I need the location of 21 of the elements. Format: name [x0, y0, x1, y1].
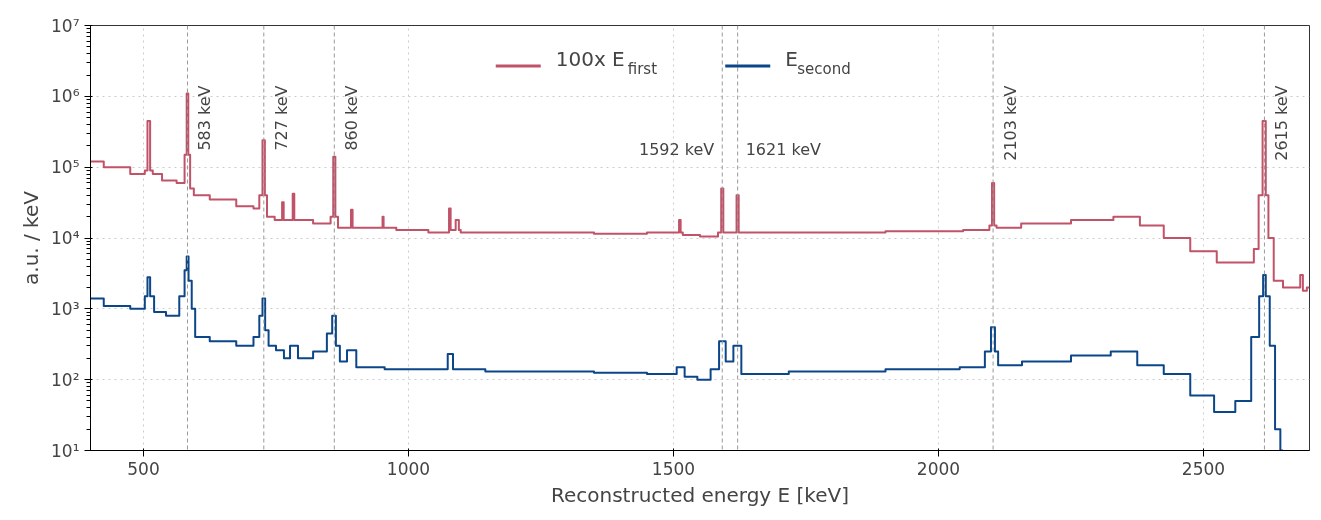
ref-line-label: 583 keV	[195, 85, 215, 151]
ref-line-label: 1592 keV	[638, 140, 715, 160]
ref-line-label: 727 keV	[271, 85, 291, 151]
x-axis-title: Reconstructed energy E [keV]	[550, 482, 850, 507]
x-tick-label: 500	[127, 458, 160, 479]
y-tick-label: 10⁶	[51, 86, 80, 107]
ref-line-label: 2615 keV	[1272, 85, 1292, 161]
x-tick-label: 1000	[386, 458, 431, 479]
y-tick-label: 10¹	[51, 440, 80, 461]
y-tick-label: 10⁵	[51, 157, 80, 178]
y-tick-label: 10³	[51, 298, 80, 319]
y-tick-label: 10⁷	[51, 15, 80, 36]
y-tick-label: 10⁴	[51, 228, 80, 248]
x-tick-label: 1500	[651, 458, 696, 479]
ref-line-label: 860 keV	[342, 85, 362, 151]
x-tick-label: 2500	[1181, 458, 1226, 479]
x-tick-label: 2000	[916, 458, 961, 479]
y-axis-title: a.u. / keV	[19, 190, 44, 285]
ref-line-label: 2103 keV	[1001, 85, 1021, 161]
ref-line-label: 1621 keV	[745, 140, 821, 160]
y-tick-label: 10²	[51, 369, 80, 390]
